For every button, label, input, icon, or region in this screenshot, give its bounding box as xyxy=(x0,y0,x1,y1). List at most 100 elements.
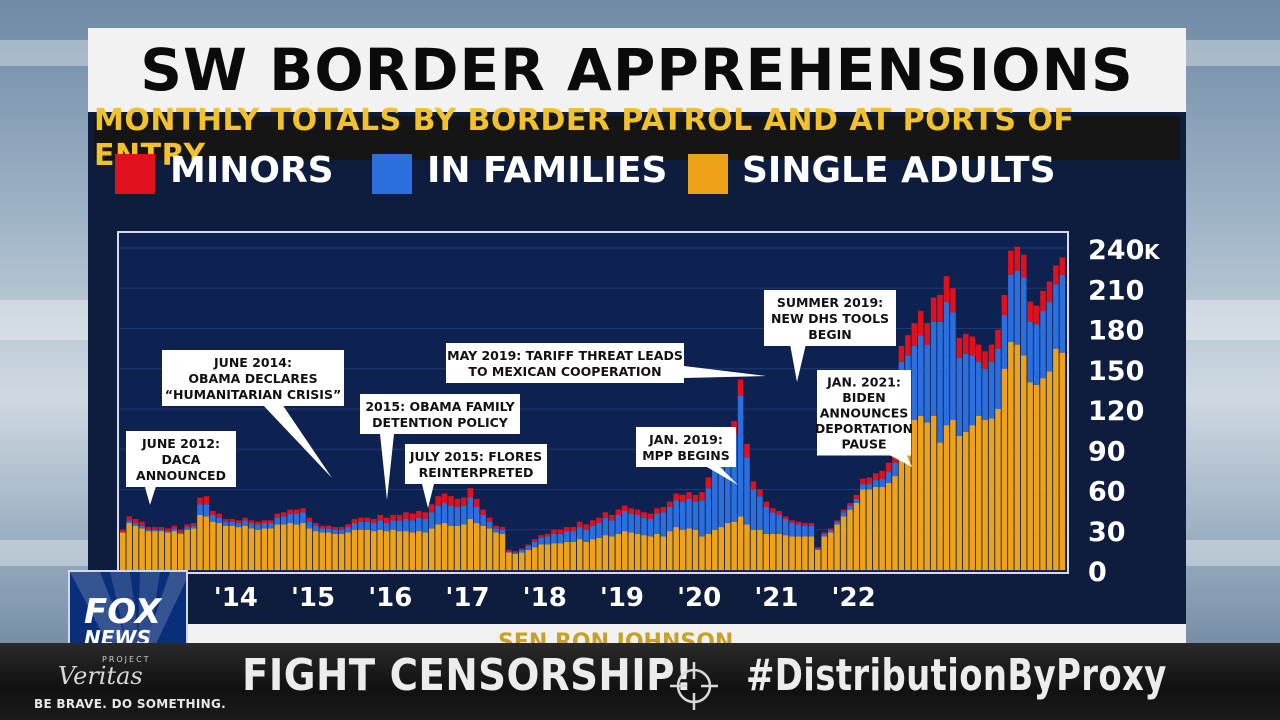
bar-in-families xyxy=(641,517,647,536)
bar-in-families xyxy=(544,536,551,545)
banner-left-text: FIGHT CENSORSHIP! xyxy=(242,650,694,701)
bar-in-families xyxy=(287,513,293,524)
callout-flores-2015-text: JULY 2015: FLORES xyxy=(409,449,542,464)
bar-single-adults xyxy=(120,532,126,570)
bar-minors xyxy=(145,527,152,530)
bar-in-families xyxy=(840,512,847,517)
bar-in-families xyxy=(1040,311,1046,379)
callout-dhs-2019-text: NEW DHS TOOLS xyxy=(771,311,889,326)
bar-single-adults xyxy=(602,535,609,570)
bar-single-adults xyxy=(988,418,995,570)
bar-minors xyxy=(834,520,840,522)
bar-minors xyxy=(486,517,493,522)
bar-minors xyxy=(358,517,364,522)
bar-minors xyxy=(242,517,248,521)
bar-single-adults xyxy=(963,431,969,570)
bar-minors xyxy=(126,516,132,521)
bar-single-adults xyxy=(1008,341,1014,570)
callout-tariff-2019-text: TO MEXICAN COOPERATION xyxy=(468,364,661,379)
bar-in-families xyxy=(712,469,718,530)
bar-in-families xyxy=(435,505,441,525)
bar-single-adults xyxy=(145,531,152,570)
bar-minors xyxy=(802,523,808,526)
bar-single-adults xyxy=(737,516,744,570)
bar-single-adults xyxy=(905,422,911,570)
bar-in-families xyxy=(782,519,789,536)
bar-minors xyxy=(152,527,158,530)
bar-single-adults xyxy=(139,528,145,570)
y-tick-label: 240 xyxy=(1088,235,1144,266)
bar-single-adults xyxy=(422,532,428,570)
bar-single-adults xyxy=(911,419,918,570)
x-tick-label: '17 xyxy=(445,583,489,613)
bar-in-families xyxy=(538,537,544,545)
bar-single-adults xyxy=(853,502,860,570)
bar-single-adults xyxy=(351,529,358,570)
callout-mpp-2019-text: MPP BEGINS xyxy=(642,448,730,463)
bar-group xyxy=(120,246,1066,570)
bar-in-families xyxy=(441,502,448,524)
bar-minors xyxy=(750,481,757,490)
bar-minors xyxy=(930,297,937,322)
bar-single-adults xyxy=(789,536,795,570)
bar-in-families xyxy=(126,520,132,524)
bar-in-families xyxy=(229,521,235,526)
bar-single-adults xyxy=(448,525,454,570)
bar-in-families xyxy=(634,514,641,534)
bar-minors xyxy=(364,517,371,522)
bar-minors xyxy=(538,535,544,538)
bar-single-adults xyxy=(493,532,499,570)
callout-flores-2015-box xyxy=(405,444,547,484)
bar-single-adults xyxy=(261,528,268,570)
bar-single-adults xyxy=(885,482,892,570)
bar-in-families xyxy=(654,513,660,534)
bar-in-families xyxy=(1033,324,1040,385)
bar-in-families xyxy=(300,512,306,524)
bar-minors xyxy=(596,517,602,524)
legend-label-adults: SINGLE ADULTS xyxy=(742,150,1056,191)
bar-in-families xyxy=(467,497,474,520)
bar-in-families xyxy=(364,521,371,530)
bar-in-families xyxy=(757,496,763,530)
bar-single-adults xyxy=(364,529,371,570)
bar-minors xyxy=(280,512,287,517)
bar-minors xyxy=(872,473,879,481)
bar-in-families xyxy=(448,505,454,526)
bar-in-families xyxy=(274,517,280,525)
bar-minors xyxy=(905,335,911,356)
bar-minors xyxy=(190,523,197,526)
bar-in-families xyxy=(409,520,416,533)
bar-minors xyxy=(293,509,300,514)
bar-minors xyxy=(679,494,686,502)
bar-single-adults xyxy=(203,516,210,570)
bar-minors xyxy=(461,497,467,506)
bar-minors xyxy=(789,520,795,524)
callout-daca-text: JUNE 2012: xyxy=(141,436,220,451)
bar-minors xyxy=(776,510,782,515)
bar-in-families xyxy=(190,525,197,529)
legend-swatch-minors xyxy=(115,154,155,194)
bar-in-families xyxy=(982,368,988,420)
bar-single-adults xyxy=(409,532,416,570)
bar-single-adults xyxy=(699,536,705,570)
bar-minors xyxy=(609,514,615,521)
y-tick-label: 0 xyxy=(1088,557,1107,588)
bar-minors xyxy=(377,514,383,521)
bar-in-families xyxy=(370,523,377,532)
bar-in-families xyxy=(596,523,602,538)
bar-single-adults xyxy=(769,533,776,570)
callout-tariff-2019-box xyxy=(446,343,684,383)
bar-in-families xyxy=(866,484,873,490)
bar-single-adults xyxy=(248,528,255,570)
bar-minors xyxy=(222,519,229,522)
bar-single-adults xyxy=(982,419,988,570)
bar-minors xyxy=(686,492,692,499)
y-tick-label: 120 xyxy=(1088,396,1144,427)
bar-single-adults xyxy=(126,523,132,570)
bar-in-families xyxy=(486,521,493,529)
callout-obama-2014-text: JUNE 2014: xyxy=(213,355,292,370)
bar-single-adults xyxy=(892,476,898,570)
callout-biden-2021-box xyxy=(817,370,911,456)
bar-in-families xyxy=(480,514,486,526)
